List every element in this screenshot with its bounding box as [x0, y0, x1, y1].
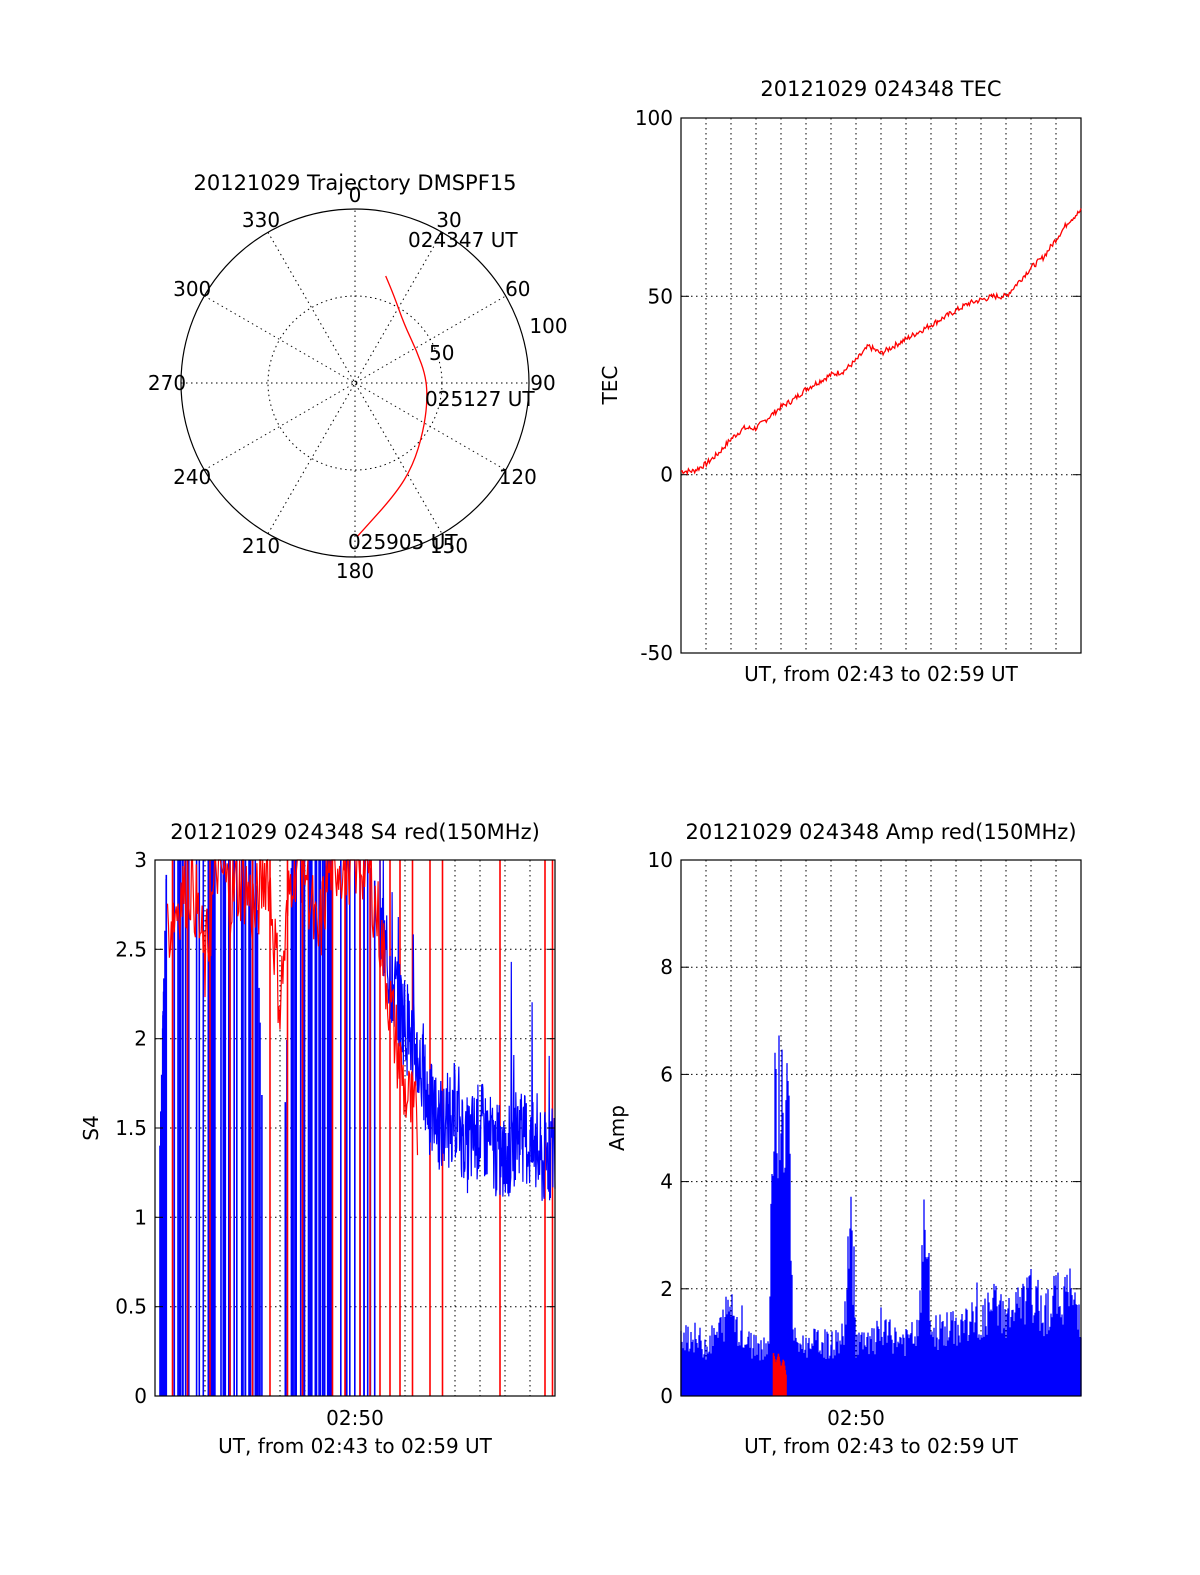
s4-title: 20121029 024348 S4 red(150MHz)	[170, 820, 540, 844]
y-tick-label: 2.5	[115, 937, 147, 961]
y-tick-label: 3	[134, 848, 147, 872]
polar-azimuth-label: 0	[349, 183, 362, 207]
polar-azimuth-label: 240	[173, 465, 211, 489]
polar-azimuth-labels: 0 30 60 90 120 150 180 210 240 270 300 330	[148, 183, 556, 583]
amp-x-tick-label: 02:50	[827, 1406, 885, 1430]
y-tick-label: 0	[660, 1384, 673, 1408]
polar-azimuth-label: 150	[430, 534, 468, 558]
y-tick-label: 0.5	[115, 1295, 147, 1319]
trajectory-mid-label: 025127 UT	[425, 387, 535, 411]
y-tick-label: 8	[660, 955, 673, 979]
s4-x-label: UT, from 02:43 to 02:59 UT	[218, 1434, 493, 1458]
y-tick-label: 50	[648, 284, 673, 308]
polar-azimuth-label: 90	[530, 371, 555, 395]
tec-panel: 20121029 024348 TEC 100 50 0 -50 TEC UT, fr…	[598, 77, 1082, 686]
polar-azimuth-label: 120	[499, 465, 537, 489]
trajectory-end-label: 025905 UT	[348, 530, 458, 554]
polar-azimuth-label: 60	[505, 277, 530, 301]
trajectory-title: 20121029 Trajectory DMSPF15	[193, 171, 516, 195]
y-tick-label: 1	[134, 1205, 147, 1229]
amp-y-tick-labels: 10 8 6 4 2 0	[648, 848, 1081, 1408]
s4-y-tick-labels: 3 2.5 2 1.5 1 0.5 0	[115, 848, 555, 1408]
polar-radial-labels: 50 100	[429, 314, 568, 365]
polar-spoke	[267, 232, 443, 534]
polar-spoke	[204, 295, 506, 471]
polar-azimuth-label: 270	[148, 371, 186, 395]
y-tick-label: 10	[648, 848, 673, 872]
tec-grid	[681, 117, 1081, 654]
trajectory-start-label: 024347 UT	[408, 228, 518, 252]
y-tick-label: -50	[640, 641, 673, 665]
tec-y-tick-labels: 100 50 0 -50	[635, 106, 1081, 665]
amp-x-label: UT, from 02:43 to 02:59 UT	[744, 1434, 1019, 1458]
polar-radial-label: 100	[529, 314, 567, 338]
polar-grid	[181, 209, 529, 557]
tec-plot-frame	[680, 117, 1082, 654]
tec-x-label: UT, from 02:43 to 02:59 UT	[744, 662, 1019, 686]
polar-spoke	[204, 295, 506, 471]
polar-azimuth-label: 210	[242, 534, 280, 558]
s4-panel: 20121029 024348 S4 red(150MHz) 3 2.5 2 1.5 1…	[79, 820, 556, 1458]
amp-blue-series	[680, 1035, 1082, 1396]
polar-outer-circle	[180, 208, 530, 558]
trajectory-polar-panel: 20121029 Trajectory DMSPF15 0 30 60 90 120 15…	[148, 171, 568, 583]
polar-spoke	[267, 232, 443, 534]
amp-title: 20121029 024348 Amp red(150MHz)	[685, 820, 1076, 844]
trajectory-line	[357, 275, 428, 537]
s4-spikes	[159, 860, 554, 1396]
y-tick-label: 100	[635, 106, 673, 130]
polar-azimuth-label: 180	[336, 559, 374, 583]
s4-y-label: S4	[79, 1115, 103, 1140]
s4-red-line	[166, 858, 419, 1156]
amp-plot-frame	[680, 859, 1082, 1397]
amp-red-series	[772, 1353, 787, 1396]
polar-azimuth-label: 300	[173, 277, 211, 301]
polar-azimuth-label: 30	[436, 208, 461, 232]
y-tick-label: 6	[660, 1062, 673, 1086]
s4-x-tick-label: 02:50	[326, 1406, 384, 1430]
y-tick-label: 2	[660, 1277, 673, 1301]
y-tick-label: 0	[660, 463, 673, 487]
s4-blue-line	[379, 859, 556, 1201]
y-tick-label: 1.5	[115, 1116, 147, 1140]
polar-ring-50	[267, 295, 443, 471]
tec-series-line	[680, 208, 1082, 476]
tec-title: 20121029 024348 TEC	[760, 77, 1001, 101]
y-tick-label: 4	[660, 1170, 673, 1194]
polar-azimuth-label: 330	[242, 208, 280, 232]
y-tick-label: 0	[134, 1384, 147, 1408]
amp-panel: 20121029 024348 Amp red(150MHz) 1086420 …	[605, 820, 1082, 1458]
polar-radial-label: 50	[429, 341, 454, 365]
tec-y-label: TEC	[598, 366, 622, 406]
amp-y-label: Amp	[605, 1105, 629, 1151]
y-tick-label: 2	[134, 1027, 147, 1051]
